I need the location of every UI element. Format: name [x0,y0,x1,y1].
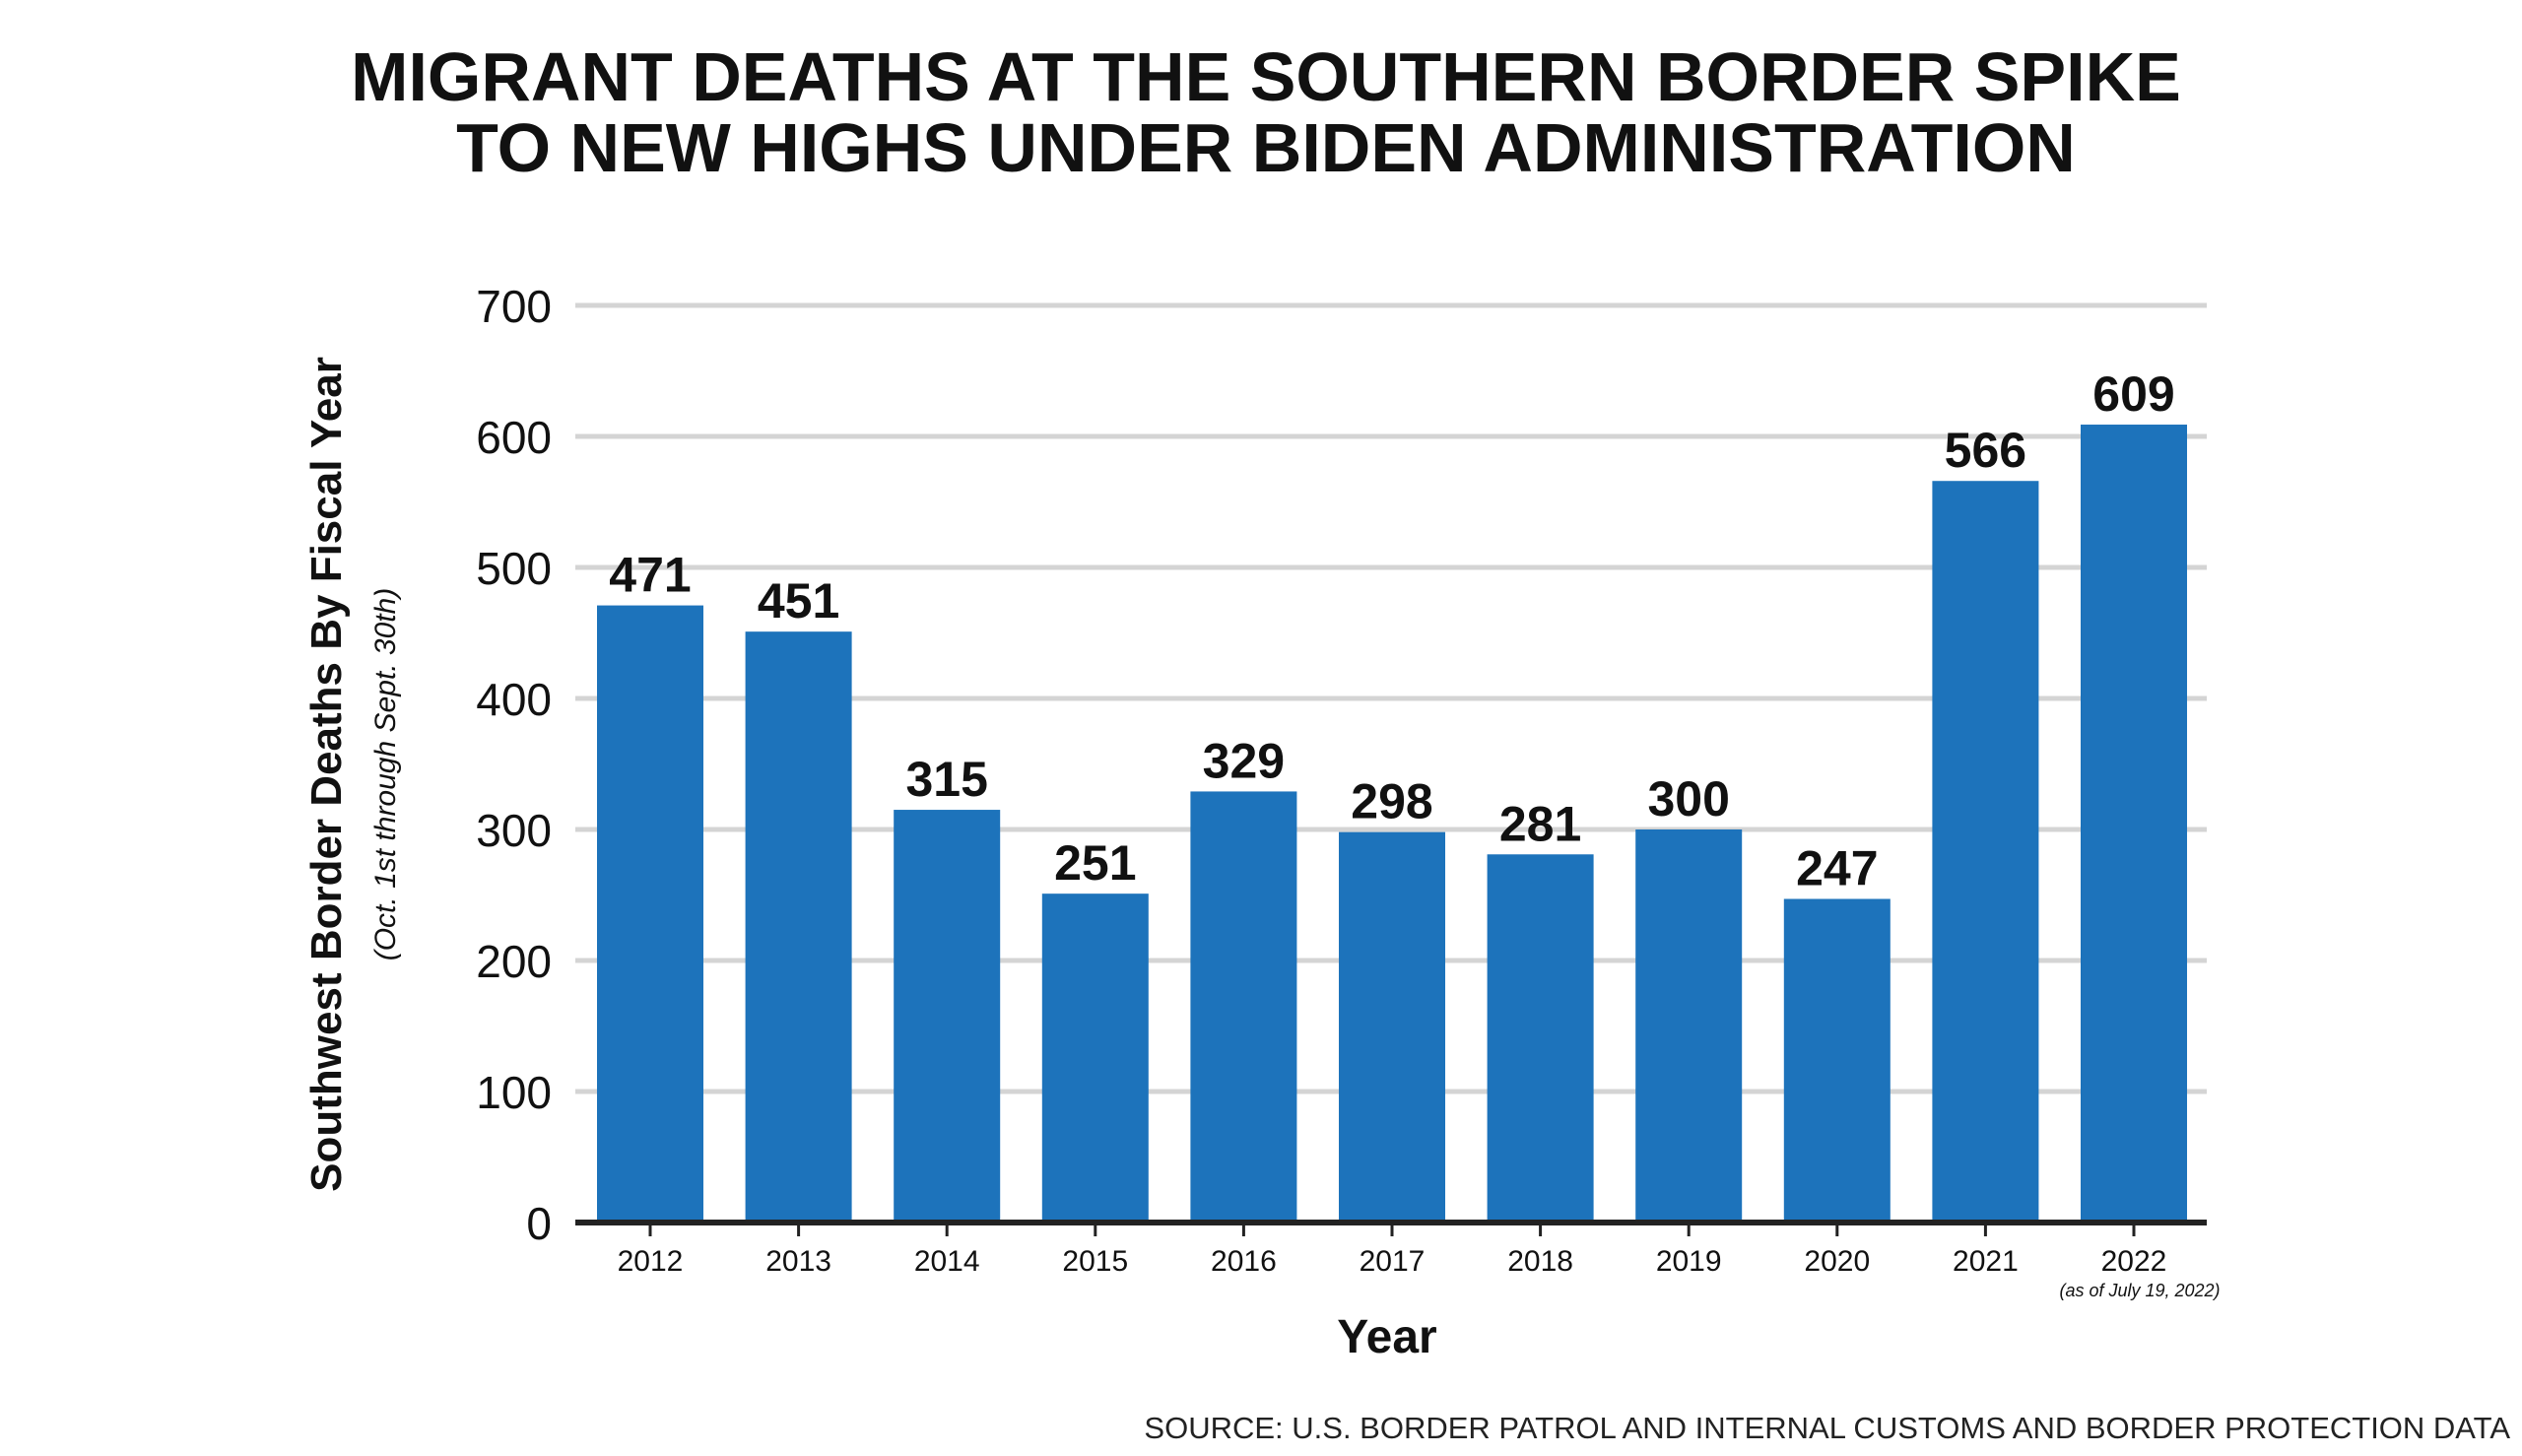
x-tick-label: 2014 [914,1245,980,1278]
x-tick-label: 2022 [2101,1245,2167,1278]
x-tick-label: 2019 [1656,1245,1722,1278]
bar-2015 [1041,893,1149,1223]
bar-2020 [1783,898,1891,1223]
data-label: 566 [1945,423,2026,478]
x-tick-label: 2018 [1507,1245,1573,1278]
data-label: 298 [1351,774,1432,829]
y-tick-label: 100 [476,1067,552,1118]
y-tick-label: 600 [476,412,552,463]
bar-2017 [1339,831,1445,1223]
data-label: 471 [609,548,691,603]
data-label: 609 [2092,366,2174,422]
data-label: 451 [758,573,839,629]
bar-2014 [894,810,1001,1223]
bar-2016 [1190,791,1297,1223]
title-line-1: MIGRANT DEATHS AT THE SOUTHERN BORDER SP… [351,38,2181,115]
x-tick-label: 2015 [1062,1245,1128,1278]
data-label: 281 [1499,796,1581,851]
y-tick-label: 500 [476,543,552,594]
x-tick-label: 2012 [618,1245,684,1278]
x-tick-label: 2016 [1211,1245,1277,1278]
y-tick-label: 200 [476,936,552,987]
data-label: 251 [1054,835,1136,891]
y-tick-label: 700 [476,281,552,332]
x-tick-label: 2021 [1953,1245,2019,1278]
data-label: 315 [905,752,987,807]
bar-2021 [1932,481,2039,1224]
x-tick-label: 2017 [1360,1245,1426,1278]
x-tick-note: (as of July 19, 2022) [2059,1281,2220,1300]
data-label: 329 [1203,733,1285,788]
bar-2018 [1487,854,1594,1223]
bar-2012 [597,605,703,1223]
data-label: 300 [1647,771,1729,827]
x-axis-label: Year [1337,1311,1437,1363]
x-tick-label: 2013 [765,1245,831,1278]
bar-2019 [1635,829,1743,1223]
source-note: SOURCE: U.S. BORDER PATROL AND INTERNAL … [1144,1411,2510,1445]
title-line-2: TO NEW HIGHS UNDER BIDEN ADMINISTRATION [456,109,2076,186]
y-tick-label: 300 [476,805,552,856]
y-tick-label: 0 [526,1198,552,1249]
bar-2013 [745,631,852,1223]
x-tick-label: 2020 [1804,1245,1870,1278]
data-label: 247 [1796,840,1878,895]
chart-title: MIGRANT DEATHS AT THE SOUTHERN BORDER SP… [0,41,2522,183]
y-tick-label: 400 [476,674,552,725]
bar-2022 [2081,425,2187,1223]
